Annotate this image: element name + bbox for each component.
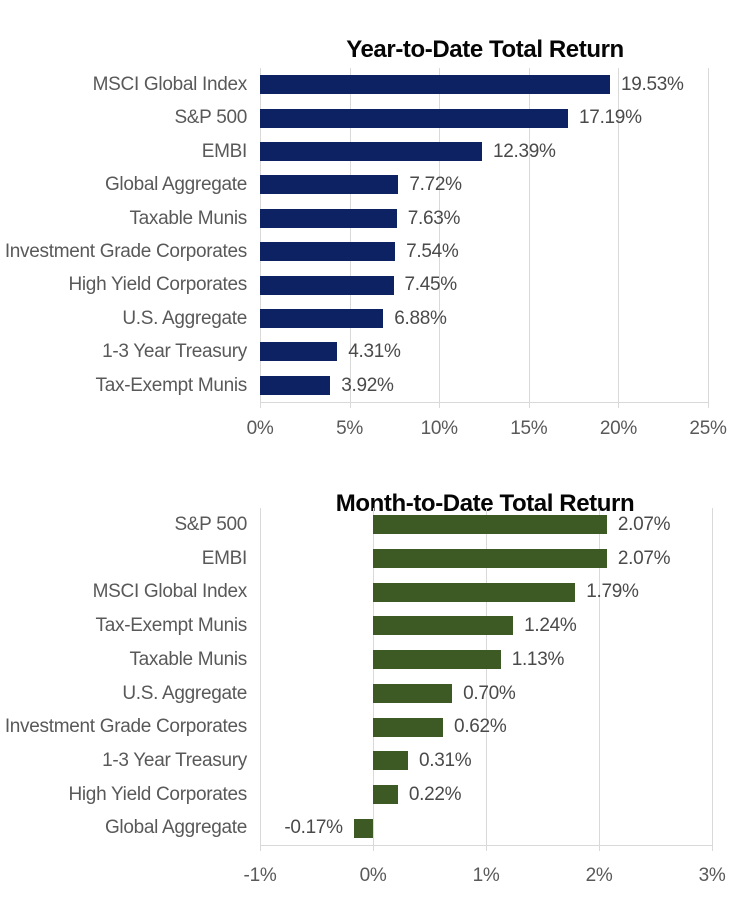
category-label: S&P 500: [174, 514, 247, 535]
category-label: 1-3 Year Treasury: [102, 341, 247, 363]
category-label: Tax-Exempt Munis: [95, 615, 248, 637]
chart-title: Month-to-Date Total Return: [335, 489, 635, 517]
category-label: MSCI Global Index: [92, 74, 248, 95]
bar: [260, 309, 384, 328]
category-label: EMBI: [201, 547, 248, 569]
x-tick-label: 0%: [246, 418, 274, 439]
gridline: [618, 68, 620, 408]
bar: [260, 142, 483, 161]
gridline: [712, 508, 713, 851]
value-label: 7.45%: [404, 274, 458, 296]
value-label: 17.19%: [579, 107, 642, 129]
bar: [260, 242, 396, 262]
category-label: Taxable Munis: [129, 648, 247, 670]
bar: [373, 549, 607, 569]
x-tick-label: 3%: [698, 865, 726, 886]
bar: [260, 342, 338, 362]
category-label: High Yield Corporates: [68, 783, 247, 805]
x-tick-label: 20%: [599, 418, 637, 439]
bar: [260, 108, 569, 128]
category-label: 1-3 Year Treasury: [102, 749, 247, 771]
value-label: 1.24%: [524, 615, 577, 637]
gridline: [439, 68, 441, 408]
value-label: 0.22%: [408, 783, 462, 805]
x-tick-label: 10%: [420, 418, 458, 439]
value-label: -0.17%: [284, 817, 343, 839]
bar: [373, 751, 409, 771]
bar: [373, 650, 501, 670]
category-label: Global Aggregate: [104, 817, 247, 839]
category-label: Global Aggregate: [104, 174, 247, 196]
bar: [373, 616, 514, 636]
axis-line: [260, 402, 709, 403]
category-label: MSCI Global Index: [92, 581, 248, 603]
category-label: High Yield Corporates: [68, 274, 247, 296]
x-tick-label: 2%: [585, 865, 613, 886]
bar: [260, 208, 397, 228]
gridline: [486, 508, 487, 851]
value-label: 19.53%: [620, 74, 684, 95]
value-label: 1.13%: [511, 648, 565, 670]
category-label: Investment Grade Corporates: [4, 716, 247, 738]
category-label: Investment Grade Corporates: [4, 241, 247, 262]
value-label: 2.07%: [617, 547, 671, 569]
category-label: U.S. Aggregate: [122, 682, 247, 704]
x-tick-label: 25%: [689, 418, 727, 439]
value-label: 0.31%: [419, 749, 472, 771]
gridline: [373, 508, 374, 851]
x-tick-label: 5%: [336, 418, 364, 439]
axis-line: [260, 845, 713, 846]
x-tick-label: 15%: [510, 418, 548, 439]
value-label: 0.70%: [463, 682, 516, 704]
gridline: [528, 68, 530, 408]
bar: [373, 582, 576, 602]
chart-year-to-date: Year-to-Date Total Return 0% 5% 10% 15% 20% 2…: [0, 0, 734, 452]
category-label: EMBI: [201, 140, 248, 162]
value-label: 3.92%: [341, 374, 394, 396]
chart-title: Year-to-Date Total Return: [346, 35, 624, 63]
bar: [373, 515, 607, 535]
category-label: Taxable Munis: [129, 207, 247, 229]
value-label: 2.07%: [617, 514, 671, 535]
gridline: [260, 68, 261, 408]
bar: [353, 818, 373, 838]
bar: [260, 75, 610, 95]
x-tick-label: -1%: [243, 865, 277, 886]
value-label: 0.62%: [454, 716, 507, 738]
gridline: [260, 508, 261, 851]
bar: [260, 175, 399, 195]
bar: [373, 717, 444, 737]
bar: [373, 784, 398, 804]
x-tick-label: 0%: [359, 865, 387, 886]
gridline: [708, 68, 709, 408]
value-label: 6.88%: [394, 307, 447, 329]
bar: [260, 375, 331, 395]
chart-month-to-date: Month-to-Date Total Return -1% 0% 1% 2% 3% S&…: [0, 452, 734, 905]
bar: [373, 683, 453, 703]
category-label: S&P 500: [174, 107, 247, 129]
value-label: 7.72%: [409, 174, 462, 196]
category-label: Tax-Exempt Munis: [95, 374, 248, 396]
category-label: U.S. Aggregate: [122, 307, 247, 329]
bar: [260, 275, 394, 295]
value-label: 4.31%: [348, 341, 401, 363]
value-label: 7.63%: [407, 207, 461, 229]
gridline: [349, 68, 351, 408]
value-label: 1.79%: [586, 581, 639, 603]
x-tick-label: 1%: [472, 865, 500, 886]
gridline: [599, 508, 600, 851]
value-label: 12.39%: [493, 140, 556, 162]
value-label: 7.54%: [406, 241, 459, 262]
